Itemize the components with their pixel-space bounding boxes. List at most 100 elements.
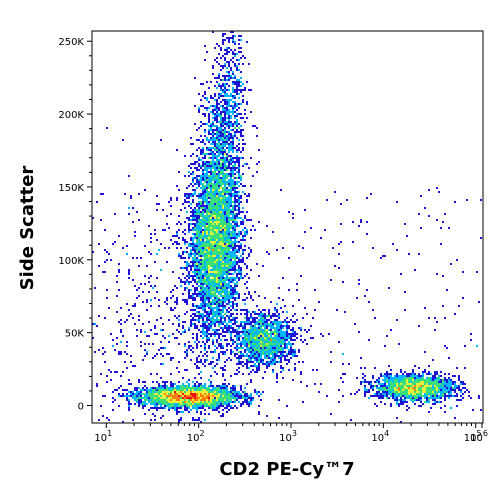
event-dot [464,345,466,347]
event-dot [228,277,230,279]
event-dot [434,399,436,401]
event-dot [148,291,150,293]
event-dot [216,279,218,281]
event-dot [222,205,224,207]
event-dot [208,157,210,159]
event-dot [216,321,218,323]
event-dot [226,227,228,229]
event-dot [226,249,228,251]
event-dot [210,81,212,83]
event-dot [242,253,244,255]
event-dot [242,173,244,175]
event-dot [236,213,238,215]
event-dot [220,105,222,107]
event-dot [132,221,134,223]
event-dot [238,331,240,333]
event-dot [182,267,184,269]
event-dot [272,351,274,353]
event-dot [206,275,208,277]
event-dot [176,241,178,243]
event-dot [210,181,212,183]
event-dot [202,321,204,323]
event-dot [208,263,210,265]
event-dot [230,351,232,353]
event-dot [210,153,212,155]
event-dot [128,391,130,393]
event-dot [402,391,404,393]
event-dot [232,237,234,239]
event-dot [240,39,242,41]
event-dot [192,181,194,183]
event-dot [184,257,186,259]
event-dot [404,309,406,311]
event-dot [260,349,262,351]
event-dot [282,339,284,341]
event-dot [314,289,316,291]
event-dot [210,393,212,395]
event-dot [276,337,278,339]
event-dot [114,241,116,243]
event-dot [190,195,192,197]
event-dot [120,307,122,309]
event-dot [270,343,272,345]
event-dot [184,241,186,243]
event-dot [190,265,192,267]
event-dot [446,381,448,383]
event-dot [228,397,230,399]
event-dot [206,175,208,177]
event-dot [238,163,240,165]
event-dot [240,273,242,275]
event-dot [234,391,236,393]
event-dot [218,205,220,207]
event-dot [216,159,218,161]
event-dot [274,309,276,311]
event-dot [196,219,198,221]
event-dot [372,387,374,389]
event-dot [450,383,452,385]
event-dot [312,369,314,371]
event-dot [218,323,220,325]
event-dot [416,397,418,399]
event-dot [400,375,402,377]
event-dot [220,387,222,389]
event-dot [232,123,234,125]
event-dot [250,327,252,329]
event-dot [202,329,204,331]
event-dot [296,283,298,285]
event-dot [124,193,126,195]
event-dot [224,305,226,307]
event-dot [244,329,246,331]
event-dot [446,383,448,385]
event-dot [226,95,228,97]
event-dot [188,297,190,299]
event-dot [174,285,176,287]
event-dot [164,385,166,387]
event-dot [222,135,224,137]
event-dot [228,181,230,183]
event-dot [154,395,156,397]
event-dot [342,373,344,375]
event-dot [240,81,242,83]
event-dot [450,387,452,389]
event-dot [184,243,186,245]
event-dot [242,237,244,239]
event-dot [210,289,212,291]
event-dot [414,385,416,387]
event-dot [452,375,454,377]
event-dot [226,79,228,81]
event-dot [194,123,196,125]
event-dot [214,207,216,209]
event-dot [264,331,266,333]
event-dot [248,367,250,369]
event-dot [212,133,214,135]
event-dot [202,393,204,395]
event-dot [268,341,270,343]
event-dot [402,373,404,375]
event-dot [218,145,220,147]
event-dot [206,281,208,283]
event-dot [202,259,204,261]
event-dot [448,389,450,391]
event-dot [396,377,398,379]
event-dot [224,273,226,275]
event-dot [408,385,410,387]
